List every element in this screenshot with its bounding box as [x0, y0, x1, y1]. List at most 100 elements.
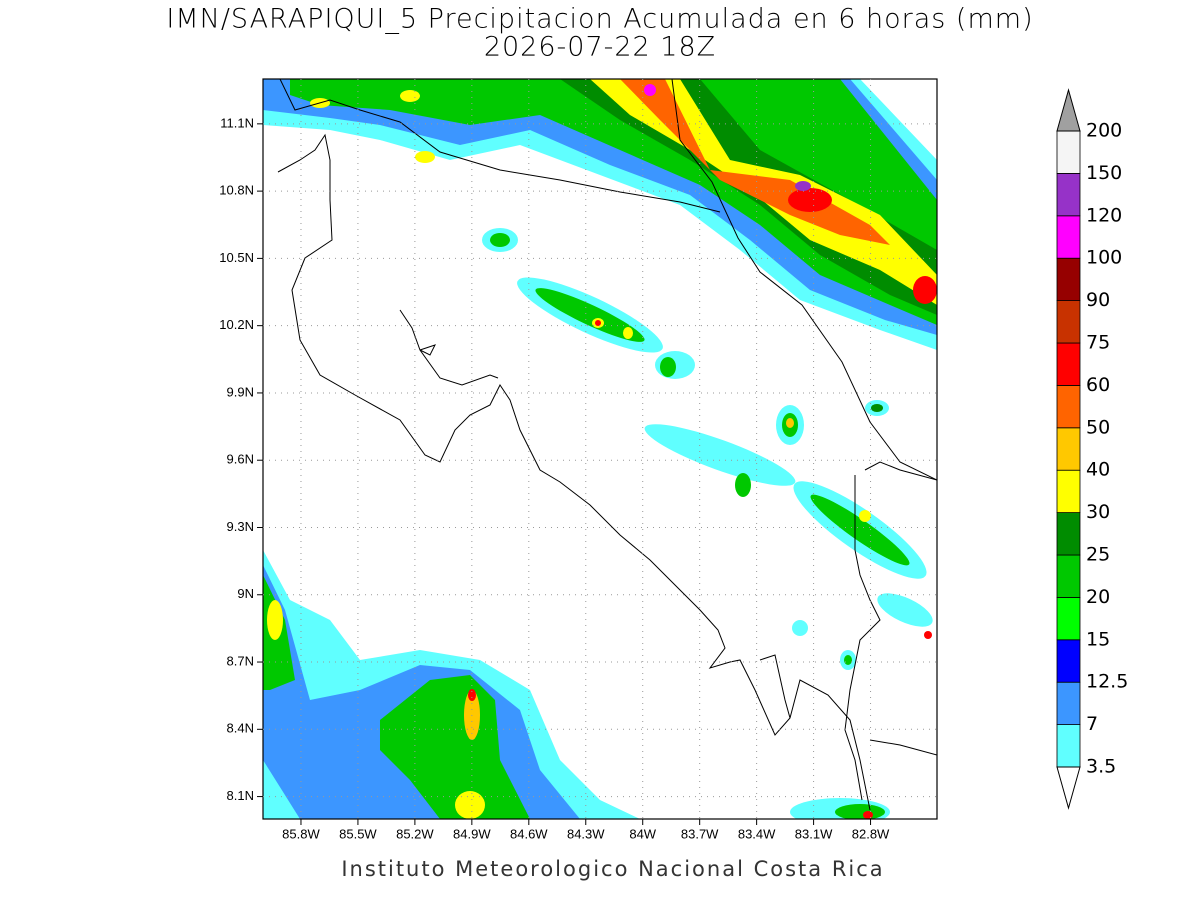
y-tick-label: 9N: [237, 586, 254, 601]
precip-area: [913, 276, 937, 304]
colorbar-box: [1056, 724, 1081, 768]
coastline: [869, 739, 937, 756]
precip-area: [924, 631, 932, 639]
colorbar-label: 7: [1086, 713, 1098, 735]
precip-area: [835, 804, 885, 819]
colorbar-label: 50: [1086, 416, 1110, 438]
colorbar-box: [1056, 257, 1081, 302]
coastline: [759, 654, 791, 719]
colorbar-box: [1056, 512, 1081, 556]
precip-area: [795, 181, 811, 191]
y-tick-label: 8.7N: [227, 653, 254, 668]
precip-area: [735, 473, 751, 497]
coastline: [671, 79, 937, 481]
precip-area: [644, 424, 796, 486]
coastline: [419, 344, 436, 356]
precip-area: [468, 689, 476, 701]
title: IMN/SARAPIQUI_5 Precipitacion Acumulada …: [166, 4, 1033, 35]
precip-area: [788, 188, 832, 212]
x-tick-label: 83.7W: [681, 826, 719, 841]
colorbar-label: 150: [1086, 162, 1122, 184]
colorbar-box: [1056, 172, 1081, 217]
coastline: [399, 309, 499, 386]
x-tick-label: 84.3W: [567, 826, 605, 841]
precip-area: [290, 79, 937, 325]
colorbar-label: 25: [1086, 544, 1110, 566]
precip-streaks: [482, 228, 933, 670]
colorbar-label: 100: [1086, 247, 1122, 269]
colorbar-box: [1056, 554, 1081, 598]
colorbar-box: [1056, 130, 1081, 174]
colorbar-under: [1056, 766, 1081, 810]
colorbar-label: 30: [1086, 501, 1110, 523]
colorbar-label: 40: [1086, 459, 1110, 481]
precip-area: [871, 404, 883, 412]
colorbar-box: [1056, 342, 1081, 386]
precip-area: [267, 600, 283, 640]
colorbar-box: [1056, 384, 1081, 429]
plot-frame: [262, 78, 938, 820]
colorbar-box: [1056, 215, 1081, 259]
precip-area: [400, 90, 420, 102]
precip-area: [623, 327, 633, 339]
x-tick-label: 83.1W: [795, 826, 833, 841]
precip-area: [595, 320, 601, 326]
colorbar-label: 20: [1086, 586, 1110, 608]
precip-area: [863, 811, 873, 819]
precip-area: [415, 151, 435, 163]
subtitle: 2026-07-22 18Z: [484, 32, 716, 63]
precip-area: [380, 675, 530, 819]
precip-area: [560, 79, 937, 315]
border: [279, 79, 721, 213]
precip-area: [455, 791, 485, 819]
colorbar-box: [1056, 597, 1081, 641]
colorbar-over: [1056, 88, 1081, 132]
colorbar-label: 15: [1086, 628, 1110, 650]
precip-area: [859, 510, 871, 522]
y-tick-label: 9.9N: [227, 384, 254, 399]
coastline: [864, 461, 937, 481]
y-tick-label: 9.3N: [227, 519, 254, 534]
border: [844, 475, 881, 801]
y-tick-label: 8.1N: [227, 788, 254, 803]
x-tick-label: 84.6W: [510, 826, 548, 841]
precip-area: [535, 288, 645, 342]
x-tick-label: 85.2W: [396, 826, 434, 841]
precip-area: [792, 620, 808, 636]
precip-area: [786, 418, 794, 428]
precip-area: [490, 233, 510, 247]
y-tick-label: 10.2N: [219, 317, 254, 332]
colorbar-label: 60: [1086, 374, 1110, 396]
colorbar-box: [1056, 300, 1081, 344]
colorbar-label: 90: [1086, 289, 1110, 311]
colorbar-label: 3.5: [1086, 756, 1116, 778]
y-tick-label: 10.8N: [219, 183, 254, 198]
precip-area: [660, 357, 676, 377]
precip-area: [810, 494, 910, 566]
x-tick-label: 84.9W: [453, 826, 491, 841]
y-tick-label: 10.5N: [219, 250, 254, 265]
colorbar-box: [1056, 639, 1081, 683]
x-tick-label: 85.8W: [282, 826, 320, 841]
precip-area: [644, 84, 656, 96]
colorbar-box: [1056, 469, 1081, 514]
colorbar-label: 120: [1086, 204, 1122, 226]
precip-field: [263, 79, 937, 819]
colorbar-box: [1056, 427, 1081, 471]
y-tick-label: 8.4N: [227, 721, 254, 736]
y-tick-label: 11.1N: [220, 115, 254, 130]
x-tick-label: 82.8W: [852, 826, 890, 841]
x-tick-label: 84W: [629, 826, 656, 841]
colorbar-label: 12.5: [1086, 671, 1128, 693]
footer-credit: Instituto Meteorologico Nacional Costa R…: [341, 857, 884, 881]
precip-area: [877, 593, 933, 627]
x-tick-label: 85.5W: [339, 826, 377, 841]
colorbar-box: [1056, 681, 1081, 726]
y-tick-label: 9.6N: [227, 452, 254, 467]
x-tick-label: 83.4W: [738, 826, 776, 841]
colorbar-label: 75: [1086, 332, 1110, 354]
precip-area: [844, 655, 852, 665]
coastline: [277, 133, 871, 811]
colorbar-label: 200: [1086, 120, 1122, 142]
